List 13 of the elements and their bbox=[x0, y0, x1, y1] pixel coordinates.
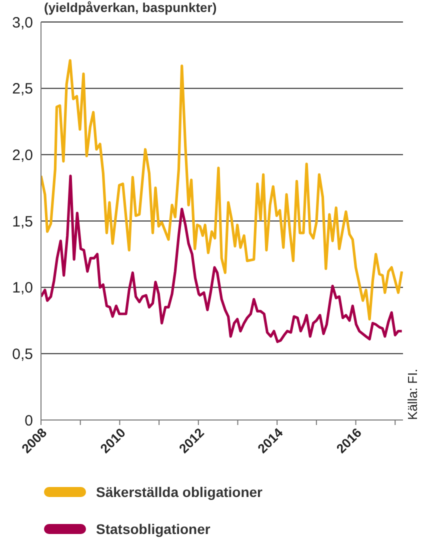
y-tick-label: 2,5 bbox=[12, 80, 33, 98]
y-tick-label: 1,0 bbox=[12, 280, 33, 297]
legend-label: Säkerställda obligationer bbox=[96, 484, 262, 500]
chart-title: (yieldpåverkan, baspunkter) bbox=[44, 0, 217, 15]
line-series bbox=[41, 59, 403, 320]
legend-label: Statsobligationer bbox=[96, 521, 210, 537]
y-tick-label: 0,5 bbox=[12, 346, 33, 363]
text: Källa: FI. bbox=[405, 368, 420, 420]
y-tick-label: 3,0 bbox=[12, 14, 33, 32]
line-series bbox=[41, 174, 403, 344]
y-tick-label: 0 bbox=[24, 412, 33, 430]
y-tick-label: 2,0 bbox=[12, 146, 33, 164]
y-tick-label: 1,5 bbox=[12, 213, 33, 230]
